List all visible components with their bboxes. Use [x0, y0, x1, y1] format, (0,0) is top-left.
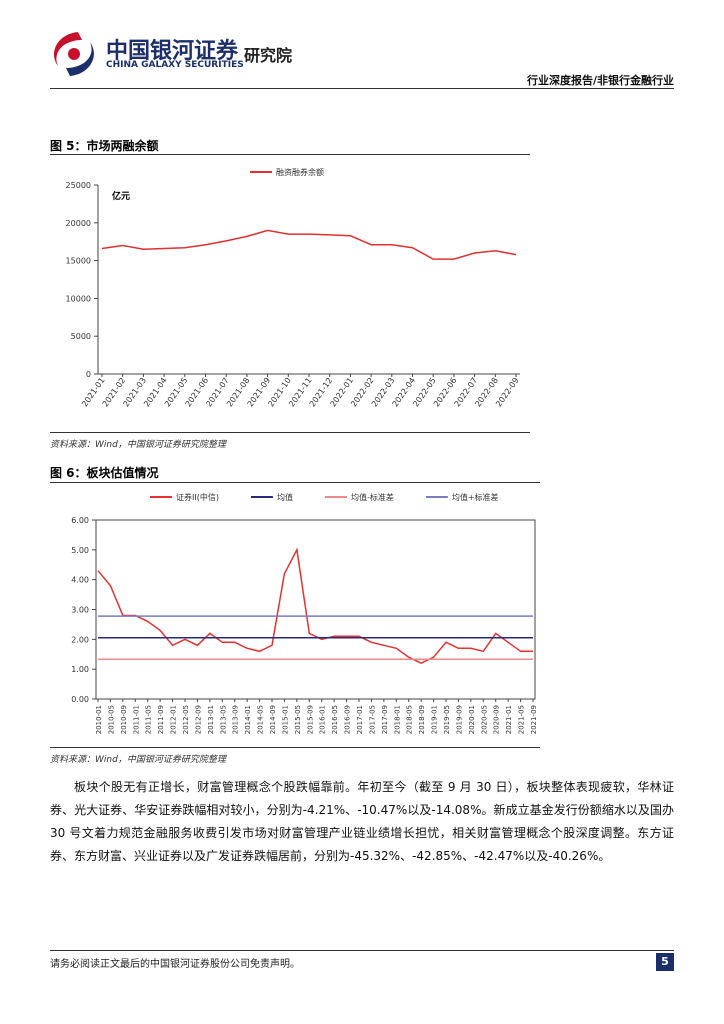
x-tick-label: 2019-09: [455, 705, 463, 734]
paragraph: 板块个股无有正增长，财富管理概念个股跌幅靠前。年初至今（截至 9 月 30 日）…: [50, 780, 674, 863]
x-tick-label: 2012-05: [182, 705, 190, 734]
figure-caption: 图 6：板块估值情况: [50, 466, 159, 480]
x-tick-label: 2016-05: [331, 705, 339, 734]
y-tick-label: 2.00: [71, 635, 89, 644]
caption-rule: [50, 482, 540, 483]
x-tick-label: 2010-05: [107, 705, 115, 734]
y-tick-label: 10000: [66, 294, 91, 303]
header-rule: [50, 88, 674, 89]
x-tick-label: 2015-05: [294, 705, 302, 734]
x-tick-label: 2020-01: [468, 705, 476, 734]
legend-label: 均值-标准差: [351, 492, 394, 502]
x-tick-label: 2018-05: [406, 705, 414, 734]
x-tick-label: 2020-05: [480, 705, 488, 734]
x-tick-label: 2016-01: [319, 705, 327, 734]
x-tick-label: 2014-01: [244, 705, 252, 734]
x-tick-label: 2015-09: [306, 705, 314, 734]
figure-caption: 图 5：市场两融余额: [50, 139, 159, 153]
footer-rule: [50, 950, 674, 951]
page-number: 5: [656, 953, 674, 971]
x-tick-label: 2019-01: [431, 705, 439, 734]
institute: 研究院: [244, 46, 293, 65]
chart: 05000100001500020000250002021-012021-022…: [66, 167, 521, 409]
x-tick-label: 2011-09: [157, 705, 165, 734]
x-tick-label: 2016-09: [344, 705, 352, 734]
company-cn: 中国银河证券: [106, 39, 239, 64]
x-tick-label: 2013-01: [207, 705, 215, 734]
x-tick-label: 2011-05: [145, 705, 153, 734]
x-tick-label: 2018-01: [393, 705, 401, 734]
x-tick-label: 2017-05: [368, 705, 376, 734]
logo-mark: [54, 32, 94, 76]
x-tick-label: 2019-05: [443, 705, 451, 734]
x-tick-label: 2021-01: [505, 705, 513, 734]
legend-label: 均值+标准差: [452, 492, 499, 502]
x-tick-label: 2012-09: [194, 705, 202, 734]
x-tick-label: 2013-09: [232, 705, 240, 734]
company-en: CHINA GALAXY SECURITIES: [106, 60, 244, 70]
x-tick-label: 2017-01: [356, 705, 364, 734]
chart: 0.00 1.00 2.00 3.00 4.00 5.00 6.00 2010-01 2010-…: [71, 492, 538, 734]
x-tick-label: 2011-01: [132, 705, 140, 734]
source: 资料来源：Wind，中国银河证券研究院整理: [50, 755, 226, 765]
y-tick-label: 5000: [71, 332, 91, 341]
x-tick-label: 2010-09: [120, 705, 128, 734]
legend-label: 融资融券余额: [276, 167, 324, 177]
source-rule: [50, 432, 530, 433]
x-tick-label: 2015-01: [281, 705, 289, 734]
plot-frame: [95, 519, 536, 700]
y-tick-label: 3.00: [71, 606, 89, 615]
source: 资料来源：Wind，中国银河证券研究院整理: [50, 440, 226, 450]
source-rule: [50, 747, 540, 748]
x-tick-label: 2021-05: [518, 705, 526, 734]
x-tick-label: 2018-09: [418, 705, 426, 734]
unit-label: 亿元: [112, 190, 130, 202]
y-tick-label: 4.00: [71, 576, 89, 585]
x-tick-label: 2012-01: [170, 705, 178, 734]
y-tick-label: 0.00: [71, 695, 89, 704]
x-tick-label: 2013-05: [219, 705, 227, 734]
y-tick-label: 0: [86, 370, 91, 379]
legend-label: 证券II(中信): [176, 492, 219, 502]
x-tick-label: 2017-09: [381, 705, 389, 734]
report-type: 行业深度报告/非银行金融行业: [526, 74, 674, 87]
y-tick-label: 20000: [66, 219, 91, 228]
legend-label: 均值: [277, 492, 293, 502]
y-tick-label: 25000: [66, 181, 91, 190]
y-tick-label: 15000: [66, 257, 91, 266]
y-tick-label: 1.00: [71, 665, 89, 674]
x-tick-label: 2010-01: [95, 705, 103, 734]
x-tick-label: 2020-09: [493, 705, 501, 734]
x-tick-label: 2014-05: [257, 705, 265, 734]
x-tick-label: 2021-09: [530, 705, 538, 734]
y-tick-label: 5.00: [71, 546, 89, 555]
disclaimer: 请务必阅读正文最后的中国银河证券股份公司免责声明。: [50, 959, 300, 970]
y-tick-label: 6.00: [71, 516, 89, 525]
series-line: [101, 229, 517, 260]
x-tick-label: 2014-09: [269, 705, 277, 734]
caption-rule: [50, 154, 530, 155]
series-line: [97, 547, 533, 665]
plot-frame: [98, 185, 520, 374]
